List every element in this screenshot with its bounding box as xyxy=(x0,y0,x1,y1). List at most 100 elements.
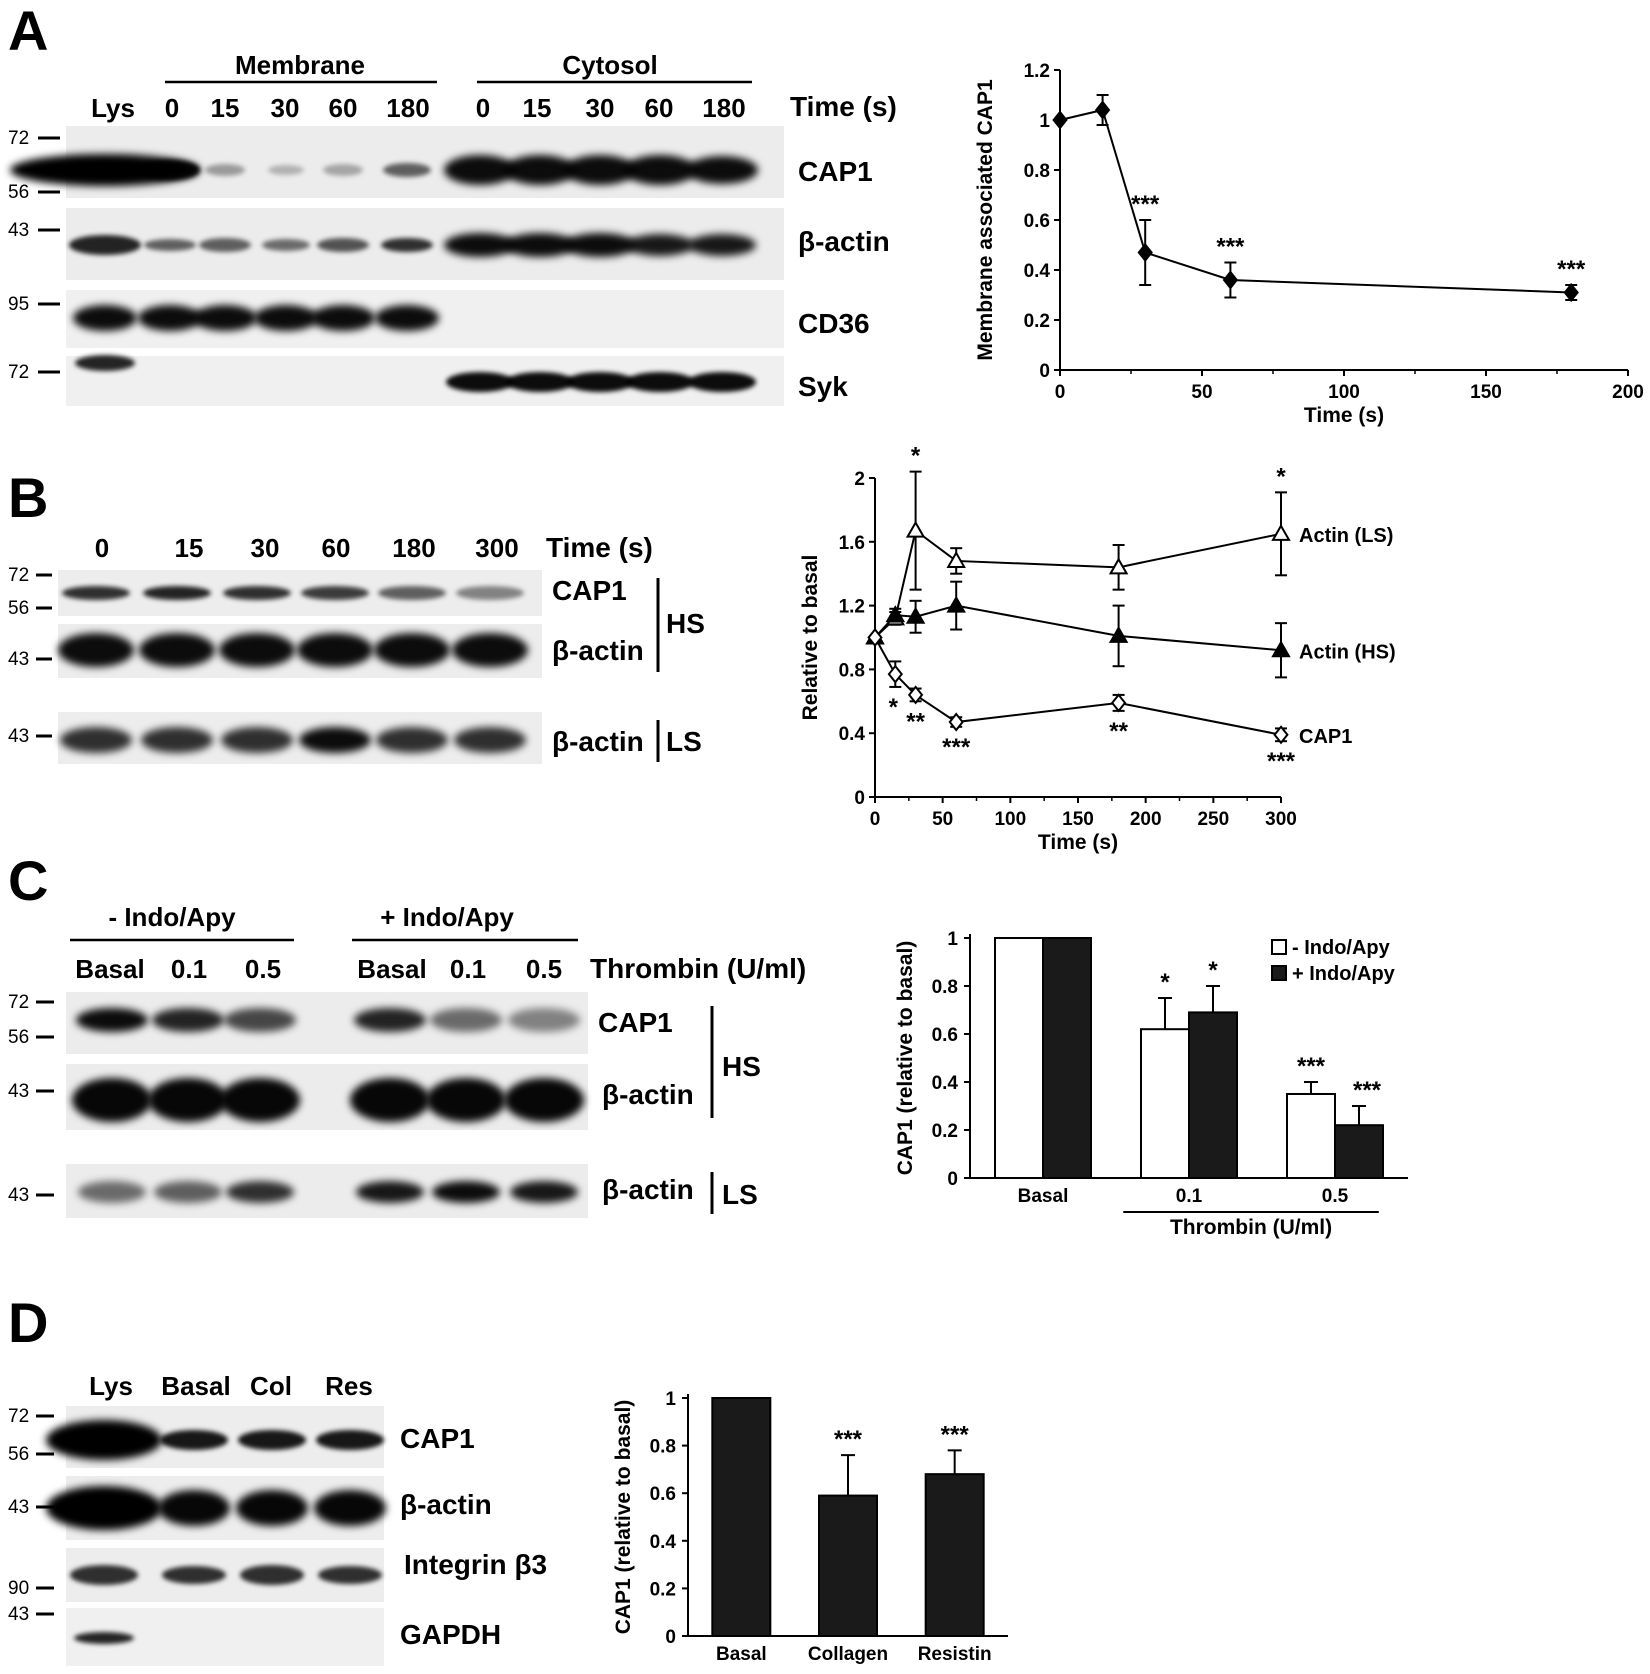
chart-a: 0 0.2 0.4 0.6 0.8 1 1.2 0 50 100 150 200 Time (s) Mem… xyxy=(974,61,1644,427)
blot-band xyxy=(152,1008,224,1032)
svg-text:43: 43 xyxy=(8,1185,29,1206)
mw-a-95: 95 xyxy=(8,294,29,315)
significance-label: *** xyxy=(1557,256,1586,283)
band-label-a-cap1: CAP1 xyxy=(798,156,873,187)
blot-band xyxy=(144,239,196,251)
blot-band xyxy=(444,155,516,185)
lane-label: 0.5 xyxy=(245,954,281,984)
data-point xyxy=(1563,282,1579,303)
data-point xyxy=(905,520,926,538)
data-point xyxy=(1273,725,1289,745)
y-tick-label: 1 xyxy=(665,1389,676,1410)
data-point xyxy=(1094,100,1111,120)
svg-text:90: 90 xyxy=(8,1578,29,1599)
mw-a-56: 56 xyxy=(8,182,29,203)
lane-label: 0.1 xyxy=(171,954,207,984)
blot-band xyxy=(375,305,439,331)
y-tick-label: 0.4 xyxy=(839,724,866,745)
blot-band xyxy=(350,1078,430,1122)
svg-text:43: 43 xyxy=(8,1081,29,1102)
blot-band xyxy=(75,355,135,371)
legend-swatch xyxy=(1271,965,1287,981)
panel-label-a: A xyxy=(8,0,48,62)
x-tick-label: 200 xyxy=(1130,809,1162,830)
bar xyxy=(1042,937,1092,1179)
significance-label: * xyxy=(1208,957,1218,984)
series-label: CAP1 xyxy=(1299,726,1352,748)
lane-label: 0 xyxy=(165,93,179,123)
blot-band xyxy=(73,305,137,331)
x-tick-label: 0 xyxy=(870,809,881,830)
y-tick-label: 0.2 xyxy=(650,1579,676,1600)
lane-label: 0 xyxy=(476,93,490,123)
panel-label-b: B xyxy=(8,466,48,529)
blot-band xyxy=(510,1181,578,1203)
lane-label: 0.1 xyxy=(450,954,486,984)
y-tick-label: 0.6 xyxy=(1024,211,1050,232)
series-label: Actin (LS) xyxy=(1299,525,1393,547)
series-line xyxy=(874,528,1282,639)
significance-label: *** xyxy=(1297,1053,1326,1080)
blot-band xyxy=(374,633,450,667)
blot-band xyxy=(354,1008,426,1032)
blot-band xyxy=(221,727,293,753)
blot-c-actin-ls xyxy=(66,1164,588,1218)
lane-label: 60 xyxy=(322,533,351,563)
svg-text:43: 43 xyxy=(8,1604,29,1625)
blot-band xyxy=(138,305,202,331)
blot-band xyxy=(154,1181,222,1203)
significance-label: ** xyxy=(1109,718,1128,745)
y-tick-label: 0.6 xyxy=(932,1025,958,1046)
lane-label: 0.5 xyxy=(526,954,562,984)
blot-band xyxy=(508,1008,580,1032)
mw-a-72: 72 xyxy=(8,128,29,149)
panel-c-lane-labels: Basal 0.1 0.5 Basal 0.1 0.5 xyxy=(75,954,562,984)
category-label: Basal xyxy=(1018,1186,1069,1207)
panel-a-lane-labels: Lys 0 15 30 60 180 0 15 30 60 180 xyxy=(91,93,746,123)
lane-label: Lys xyxy=(89,1371,133,1401)
x-tick-label: 150 xyxy=(1470,382,1502,403)
significance-label: *** xyxy=(1267,748,1296,775)
y-tick-label: 0.6 xyxy=(650,1484,676,1505)
lane-label: 15 xyxy=(523,93,552,123)
blot-band xyxy=(60,727,132,753)
group-label-minus: - Indo/Apy xyxy=(108,902,236,932)
group-label-membrane: Membrane xyxy=(235,50,365,80)
blot-band xyxy=(223,586,291,600)
data-point xyxy=(946,595,966,613)
data-point xyxy=(867,627,883,648)
blot-band xyxy=(316,1430,384,1450)
blot-band xyxy=(381,238,433,252)
lane-label: 180 xyxy=(702,93,745,123)
panel-label-d: D xyxy=(8,1291,48,1354)
data-point xyxy=(1110,693,1127,713)
blot-band xyxy=(356,1181,424,1203)
lane-label: 15 xyxy=(175,533,204,563)
blot-band xyxy=(70,1565,138,1585)
blot-band xyxy=(160,1430,228,1450)
blot-band xyxy=(376,727,448,753)
x-tick-label: 0 xyxy=(1055,382,1066,403)
band-label-c-cap1: CAP1 xyxy=(598,1007,673,1038)
y-axis-label: Relative to basal xyxy=(799,555,822,721)
blot-band xyxy=(224,1008,296,1032)
bar xyxy=(994,937,1044,1179)
category-label: Resistin xyxy=(918,1644,992,1665)
blot-band xyxy=(299,727,371,753)
lane-label: 60 xyxy=(645,93,674,123)
y-tick-label: 0.8 xyxy=(1024,161,1050,182)
blot-band xyxy=(46,1486,162,1530)
blot-band xyxy=(504,155,576,185)
blot-band xyxy=(688,372,756,392)
lane-label: 30 xyxy=(251,533,280,563)
blot-band xyxy=(162,1566,226,1584)
lane-label: 300 xyxy=(475,533,518,563)
lane-label: 0 xyxy=(95,533,109,563)
x-tick-label: 200 xyxy=(1612,382,1644,403)
y-tick-label: 0.4 xyxy=(932,1073,959,1094)
blot-band xyxy=(452,633,528,667)
blot-band xyxy=(74,1632,134,1644)
series-label: Actin (HS) xyxy=(1299,641,1396,663)
lane-label: Col xyxy=(250,1371,292,1401)
band-label-d-actin: β-actin xyxy=(400,1489,492,1520)
